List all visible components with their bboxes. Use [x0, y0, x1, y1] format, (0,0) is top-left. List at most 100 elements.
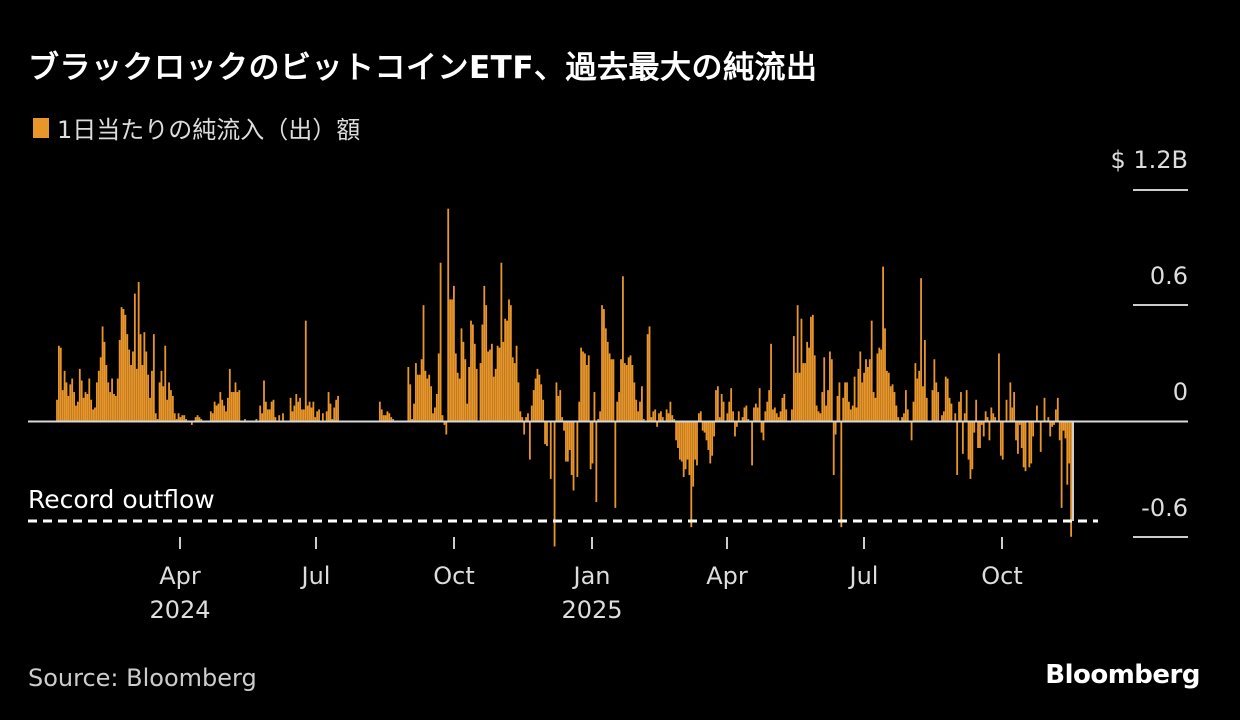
legend: 1日当たりの純流入（出）額	[33, 110, 360, 145]
bar	[582, 351, 584, 421]
bar	[415, 363, 417, 421]
source-note: Source: Bloomberg	[28, 664, 257, 692]
bloomberg-logo: Bloomberg	[1045, 660, 1200, 690]
bar	[453, 285, 455, 421]
bar	[604, 328, 607, 421]
bar	[832, 421, 835, 476]
bar	[973, 421, 976, 433]
bar	[597, 419, 600, 421]
bar	[198, 417, 201, 421]
bar	[792, 336, 795, 421]
bar	[86, 393, 89, 421]
bar	[920, 278, 922, 421]
bar	[78, 368, 81, 421]
bar	[715, 390, 717, 421]
bar	[591, 421, 594, 464]
bar	[225, 411, 227, 421]
bar	[815, 405, 818, 421]
bar	[969, 421, 972, 479]
y-label-1.2: $ 1.2B	[1110, 146, 1188, 174]
bar	[563, 421, 565, 431]
bar	[553, 421, 556, 547]
bar	[489, 349, 491, 421]
bar	[956, 421, 959, 476]
bar	[641, 386, 643, 421]
bar	[772, 409, 774, 421]
bar	[120, 307, 123, 421]
bar	[519, 411, 522, 421]
bar	[143, 332, 146, 421]
bar	[534, 378, 537, 421]
bar	[1068, 421, 1071, 464]
bar	[910, 421, 913, 441]
bar	[114, 395, 117, 421]
bar	[308, 401, 311, 421]
bar	[434, 407, 436, 421]
bar	[633, 382, 636, 421]
bar	[139, 334, 142, 421]
bar	[1064, 421, 1067, 439]
bar	[318, 409, 320, 421]
bar	[530, 405, 533, 421]
bar	[758, 388, 761, 421]
bar	[887, 372, 890, 421]
bar	[325, 411, 328, 421]
bar	[515, 345, 518, 421]
bar	[849, 409, 852, 421]
bar	[925, 397, 928, 421]
bar	[424, 370, 427, 421]
bar	[190, 421, 193, 425]
y-tick-0.6	[1133, 304, 1188, 306]
bar	[688, 421, 691, 476]
bar	[665, 409, 668, 421]
bar	[639, 401, 641, 421]
bar	[293, 405, 296, 421]
bar	[844, 382, 847, 421]
bar	[498, 347, 501, 421]
x-label-jan-2025: Jan	[573, 562, 611, 590]
bar	[618, 392, 621, 421]
bar	[848, 401, 850, 421]
bar	[880, 349, 883, 421]
bar	[941, 415, 943, 421]
bar	[386, 411, 389, 421]
bar	[601, 305, 603, 421]
bar	[274, 417, 277, 421]
bar	[851, 405, 854, 421]
x-label-apr-2025: Apr	[706, 562, 748, 590]
bar	[244, 419, 246, 421]
bar	[897, 417, 900, 421]
bar	[627, 357, 630, 421]
bar	[593, 392, 596, 421]
bar	[335, 399, 338, 421]
bar	[517, 382, 520, 421]
bar	[660, 411, 662, 421]
bar	[337, 395, 339, 421]
bar	[175, 419, 178, 421]
bar	[149, 397, 151, 421]
bar	[327, 392, 330, 421]
bar	[998, 353, 1000, 421]
y-tick-neg0.6	[1133, 536, 1188, 538]
bar	[904, 390, 907, 421]
bar	[483, 285, 486, 421]
bar	[612, 359, 615, 421]
bar	[460, 328, 463, 421]
bar	[147, 374, 150, 421]
bar	[126, 334, 129, 421]
bar	[426, 378, 429, 421]
bar	[631, 365, 634, 421]
bar	[215, 405, 218, 421]
bar	[1039, 421, 1042, 452]
bar	[272, 399, 275, 421]
bar	[95, 382, 98, 421]
bar	[988, 421, 991, 441]
bar	[741, 417, 744, 421]
bar	[521, 417, 524, 421]
bar	[158, 382, 161, 421]
bar	[770, 343, 772, 421]
bar	[737, 411, 740, 421]
bar	[411, 419, 414, 421]
bar	[948, 397, 951, 421]
bar	[416, 374, 419, 421]
